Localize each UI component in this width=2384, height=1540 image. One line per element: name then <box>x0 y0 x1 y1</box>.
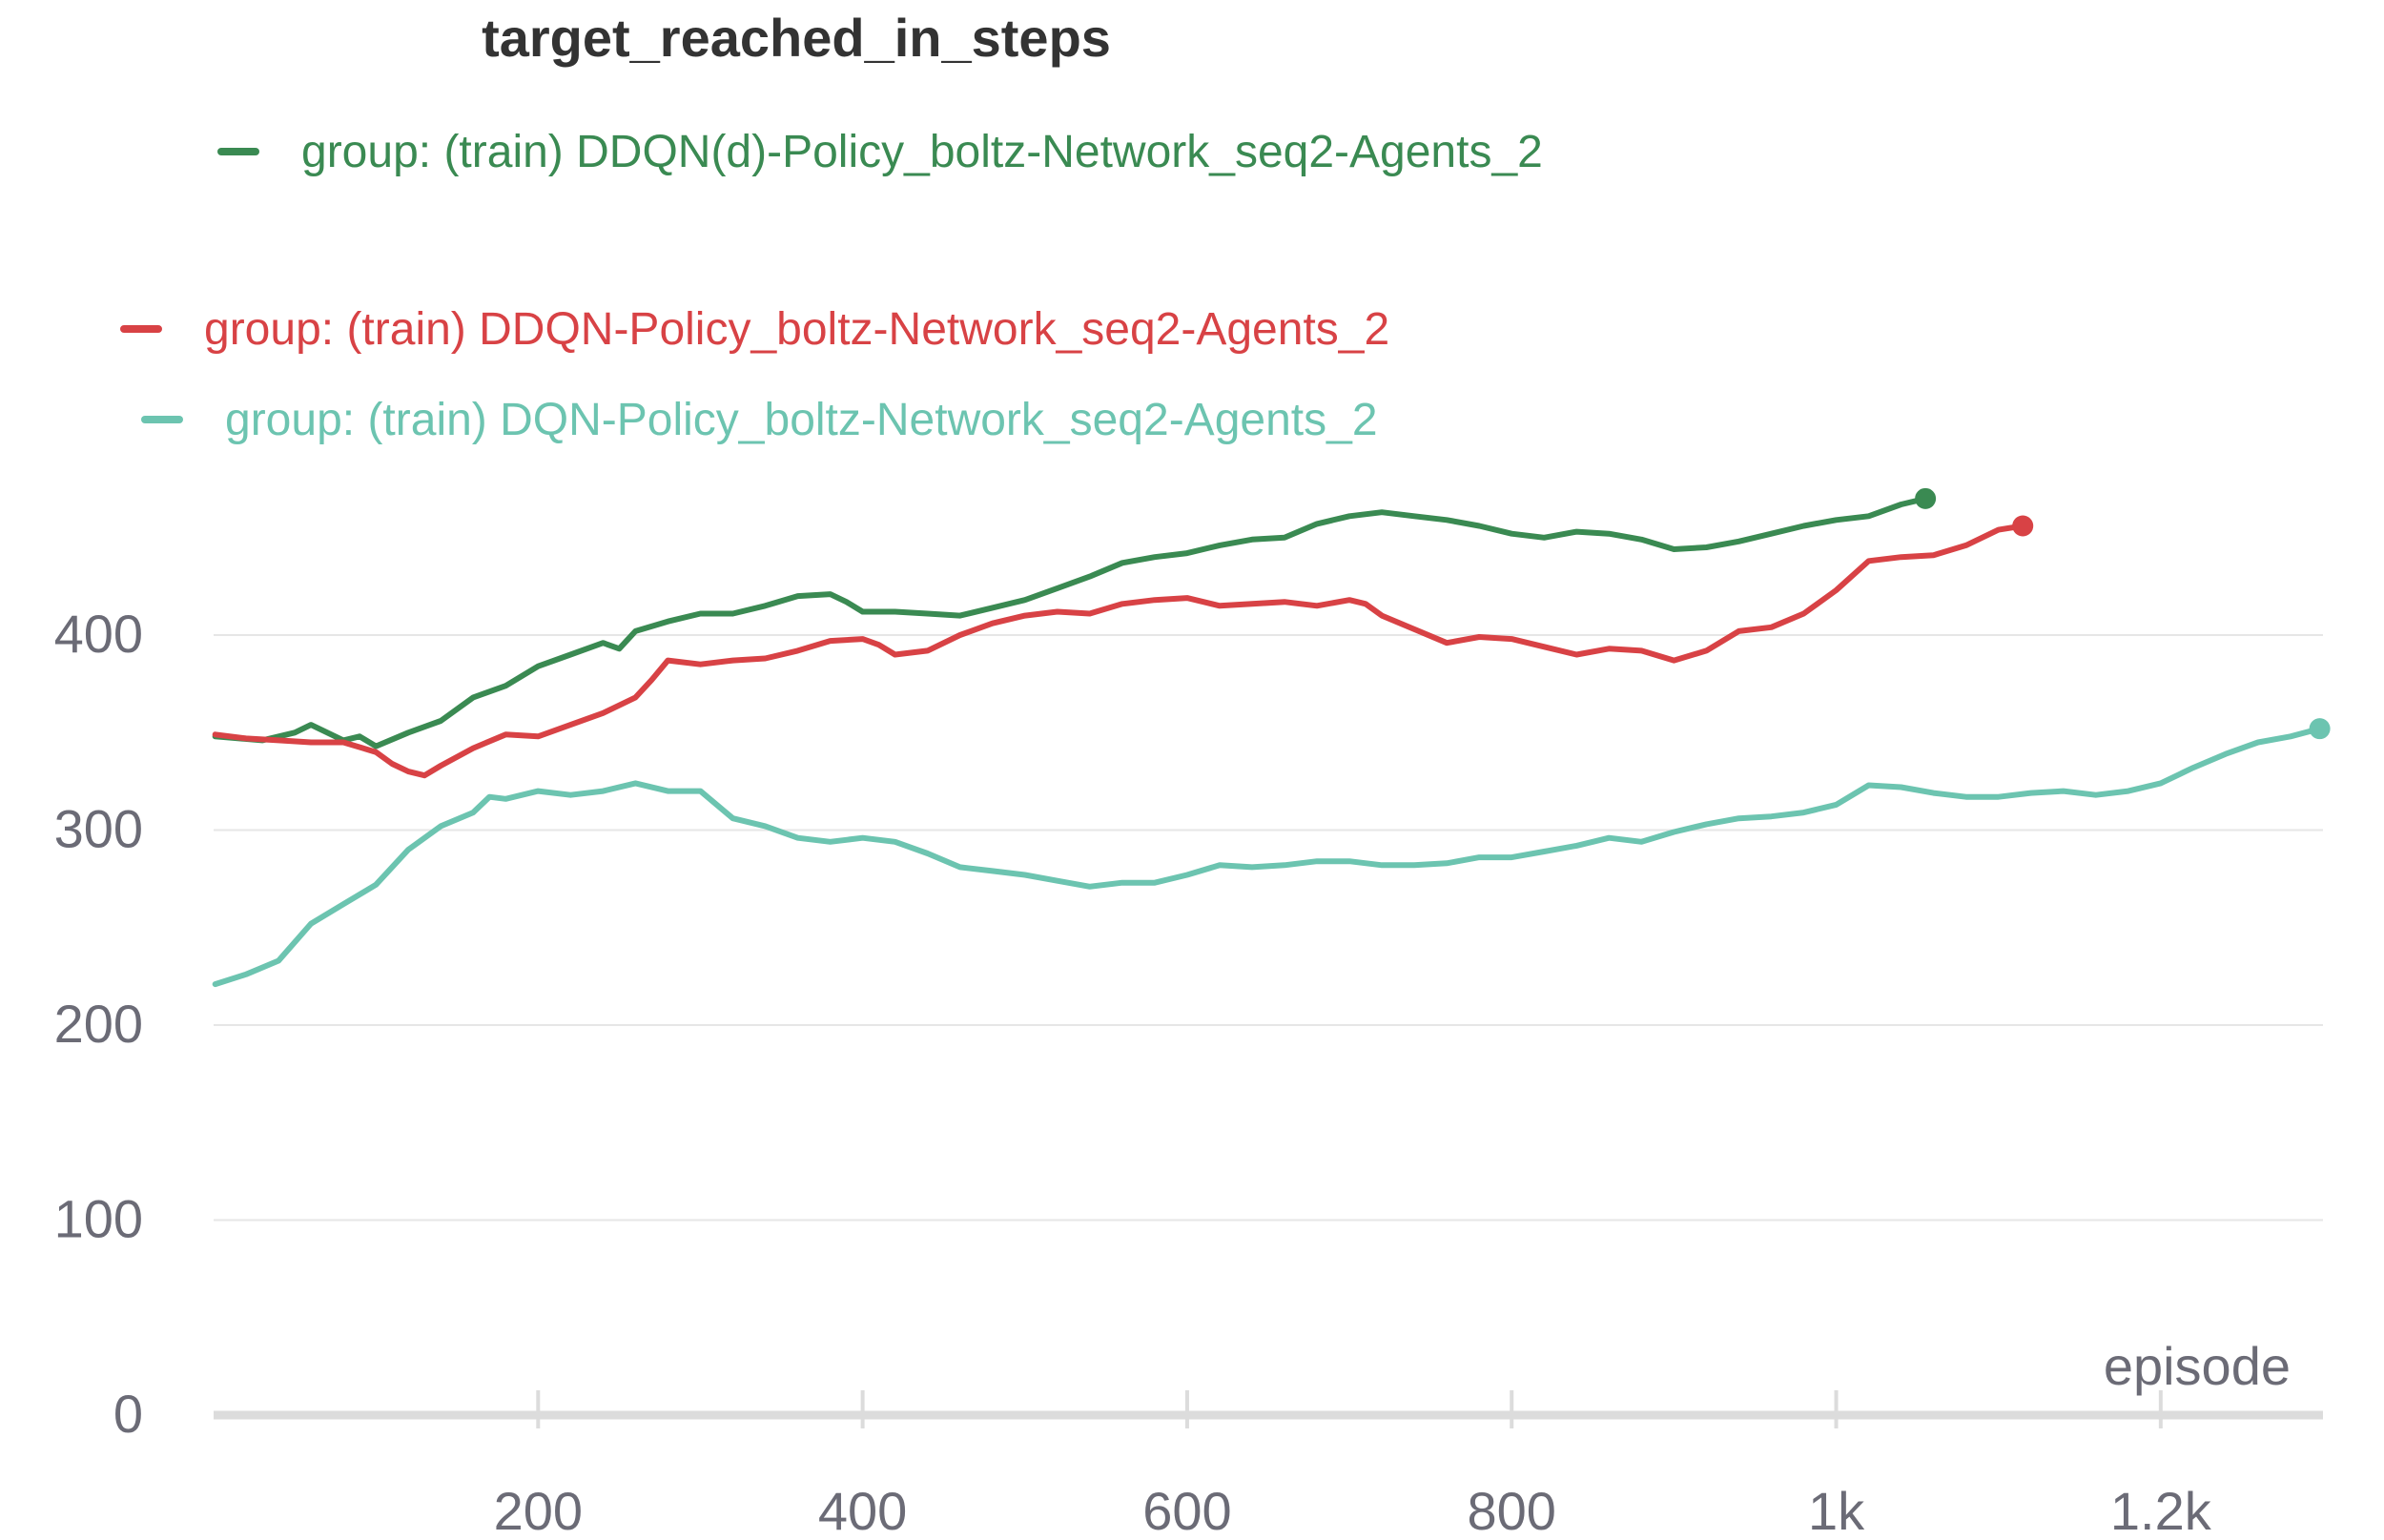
series-end-marker-1 <box>2012 515 2034 537</box>
x-tick-label: 400 <box>818 1481 907 1540</box>
series-end-marker-0 <box>1915 487 1937 509</box>
y-tick-label: 400 <box>54 604 143 664</box>
legend-label-dqn: group: (train) DQN-Policy_boltz-Network_… <box>225 394 1378 445</box>
y-tick-label: 300 <box>54 799 143 859</box>
legend-item-ddqn[interactable]: group: (train) DDQN-Policy_boltz-Network… <box>120 296 1389 362</box>
legend-swatch-dqn <box>141 416 183 423</box>
legend-label-ddqn-d: group: (train) DDQN(d)-Policy_boltz-Netw… <box>301 126 1543 177</box>
x-tick-label: 1.2k <box>2110 1481 2212 1540</box>
series-end-marker-2 <box>2309 718 2331 740</box>
legend-label-ddqn: group: (train) DDQN-Policy_boltz-Network… <box>204 303 1390 355</box>
x-tick-label: 200 <box>494 1481 583 1540</box>
series-line-0 <box>212 495 1929 749</box>
x-tick-label: 800 <box>1468 1481 1556 1540</box>
series-line-1 <box>212 523 2026 779</box>
x-axis-title: episode <box>2104 1336 2291 1396</box>
legend-swatch-ddqn <box>120 325 162 333</box>
chart-title: target_reached_in_steps <box>482 8 1111 68</box>
legend-item-dqn[interactable]: group: (train) DQN-Policy_boltz-Network_… <box>141 386 1378 453</box>
series-line-2 <box>212 726 2323 988</box>
y-tick-label: 0 <box>113 1384 143 1444</box>
legend-swatch-ddqn-d <box>217 148 259 155</box>
x-tick-label: 1k <box>1808 1481 1865 1540</box>
y-tick-label: 100 <box>54 1189 143 1249</box>
legend-item-ddqn-d[interactable]: group: (train) DDQN(d)-Policy_boltz-Netw… <box>217 118 1543 185</box>
x-tick-label: 600 <box>1142 1481 1231 1540</box>
y-tick-label: 200 <box>54 994 143 1054</box>
